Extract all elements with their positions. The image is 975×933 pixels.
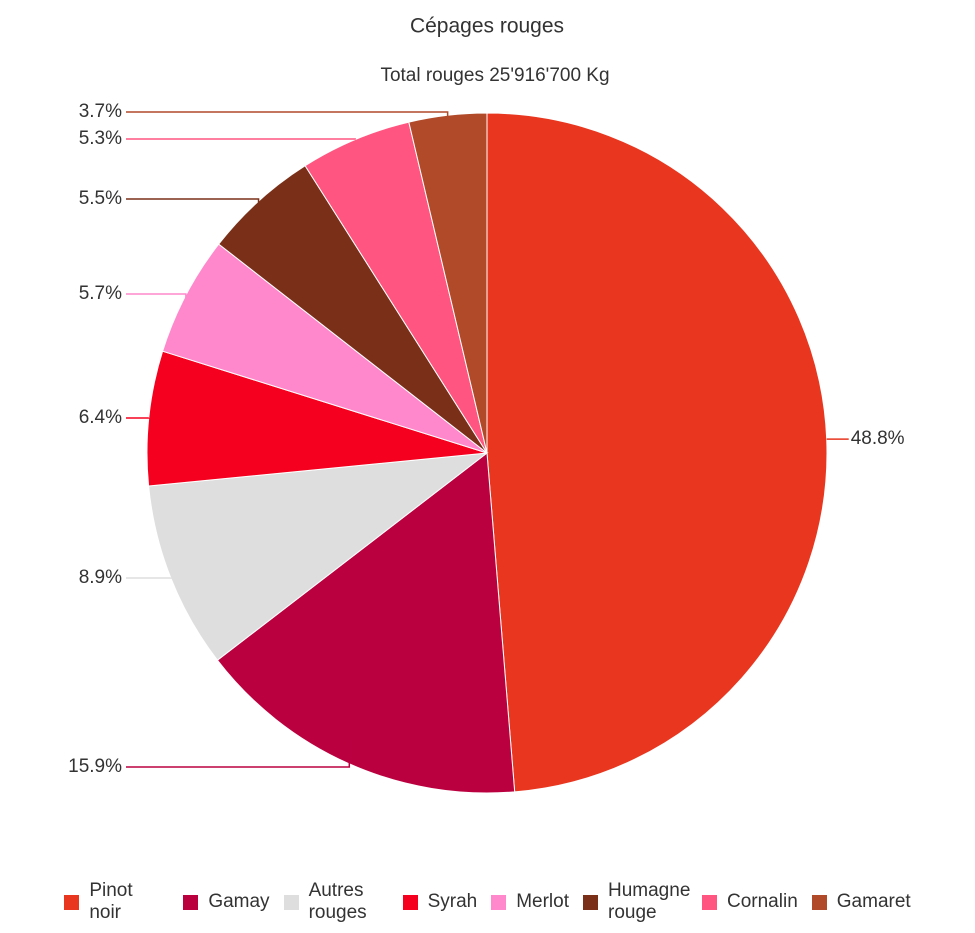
legend-label: Gamaret <box>836 891 911 912</box>
data-label: 8.9% <box>79 567 122 588</box>
data-label: 6.4% <box>79 407 122 428</box>
leader-line <box>126 293 187 307</box>
data-label: 3.7% <box>79 101 122 122</box>
data-label: 5.7% <box>79 283 122 304</box>
data-label: 48.8% <box>851 428 905 449</box>
legend-item[interactable]: Pinot noir <box>64 880 169 924</box>
legend-label: Merlot <box>516 891 569 912</box>
legend-swatch <box>811 894 827 910</box>
legend-swatch <box>491 894 507 910</box>
chart-subtitle: Total rouges 25'916'700 Kg <box>380 65 609 86</box>
data-label: 5.3% <box>79 128 122 149</box>
legend-item[interactable]: Autres rouges <box>283 880 389 924</box>
legend-swatch <box>183 894 199 910</box>
legend-label: Autres rouges <box>308 880 367 923</box>
legend-item[interactable]: Syrah <box>402 891 478 913</box>
leader-line <box>126 198 260 220</box>
leader-line <box>126 741 351 768</box>
chart-title: Cépages rouges <box>410 15 564 38</box>
legend-swatch <box>283 894 299 910</box>
data-label: 15.9% <box>68 756 122 777</box>
legend-label: Cornalin <box>727 891 798 912</box>
pie-slice <box>148 452 489 661</box>
legend-label: Humagne rouge <box>608 880 691 923</box>
legend-label: Pinot noir <box>89 880 133 923</box>
legend-item[interactable]: Cornalin <box>702 891 798 913</box>
data-label: 5.5% <box>79 188 122 209</box>
legend-swatch <box>702 894 717 910</box>
legend-item[interactable]: Gamay <box>183 891 270 913</box>
legend-swatch <box>402 894 418 910</box>
legend-swatch <box>583 894 598 910</box>
legend: Pinot noir Gamay Autres rouges Syrah Merlot H… <box>0 880 975 924</box>
legend-label: Gamay <box>208 891 270 912</box>
legend-item[interactable]: Humagne rouge <box>583 880 691 924</box>
legend-item[interactable]: Merlot <box>491 891 569 913</box>
legend-item[interactable]: Gamaret <box>811 891 911 913</box>
leader-line <box>126 138 356 140</box>
legend-label: Syrah <box>427 891 478 912</box>
chart: Cépages rouges Total rouges 25'916'700 K… <box>68 15 905 794</box>
pie-slice <box>486 112 828 793</box>
legend-swatch <box>64 894 80 910</box>
leader-line <box>126 111 449 141</box>
